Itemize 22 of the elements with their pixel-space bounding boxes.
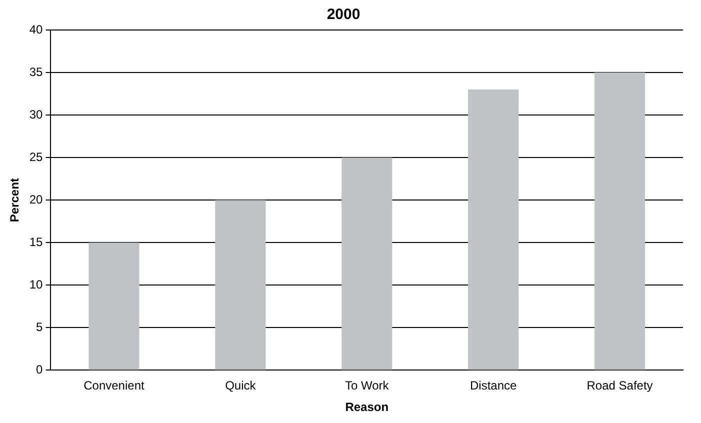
- x-tick-label: Distance: [470, 378, 517, 393]
- chart-title: 2000: [326, 6, 360, 24]
- bar: [88, 242, 140, 370]
- x-tick-label: To Work: [344, 378, 390, 393]
- y-tick-label: 10: [29, 277, 44, 292]
- bar: [468, 90, 519, 370]
- y-axis-title: Percent: [8, 178, 22, 222]
- x-tick-label: Road Safety: [586, 378, 653, 393]
- x-axis-title: Reason: [345, 400, 389, 414]
- y-tick-label: 0: [36, 362, 44, 377]
- bar: [594, 72, 646, 370]
- bar: [342, 158, 392, 370]
- x-tick-label: Quick: [225, 378, 257, 393]
- y-tick-label: 40: [29, 22, 44, 36]
- y-tick-label: 30: [29, 107, 44, 122]
- y-tick-label: 25: [29, 150, 44, 164]
- y-tick-label: 5: [36, 320, 44, 334]
- y-tick-label: 35: [29, 64, 44, 79]
- bar: [215, 200, 266, 370]
- x-tick-label: Convenient: [84, 378, 145, 393]
- y-tick-label: 15: [29, 234, 44, 249]
- y-tick-label: 20: [29, 192, 44, 206]
